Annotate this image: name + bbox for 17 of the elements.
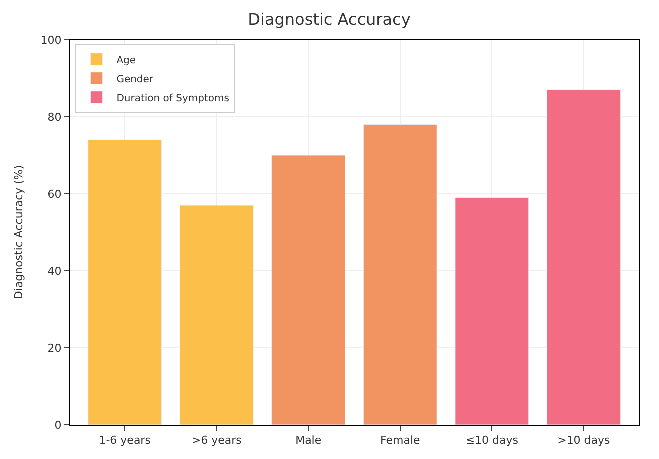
legend-label: Gender xyxy=(116,74,154,86)
y-tick-label: 100 xyxy=(40,34,62,47)
x-tick-label: ≤10 days xyxy=(466,434,519,448)
y-axis-title: Diagnostic Accuracy (%) xyxy=(12,165,26,300)
x-tick-label: >10 days xyxy=(558,434,611,448)
chart-title: Diagnostic Accuracy xyxy=(248,10,411,29)
legend-label: Age xyxy=(116,55,136,66)
y-tick-label: 20 xyxy=(48,342,62,355)
y-tick-label: 40 xyxy=(48,264,62,278)
x-tick-label: Female xyxy=(380,434,421,448)
y-tick-label: 80 xyxy=(48,110,62,124)
x-tick-label: 1-6 years xyxy=(99,434,152,448)
y-tick-label: 60 xyxy=(48,188,62,201)
legend-label: Duration of Symptoms xyxy=(116,93,230,104)
x-tick-label: >6 years xyxy=(192,434,242,448)
y-tick-label: 0 xyxy=(54,418,62,432)
x-tick-label: Male xyxy=(296,434,322,448)
